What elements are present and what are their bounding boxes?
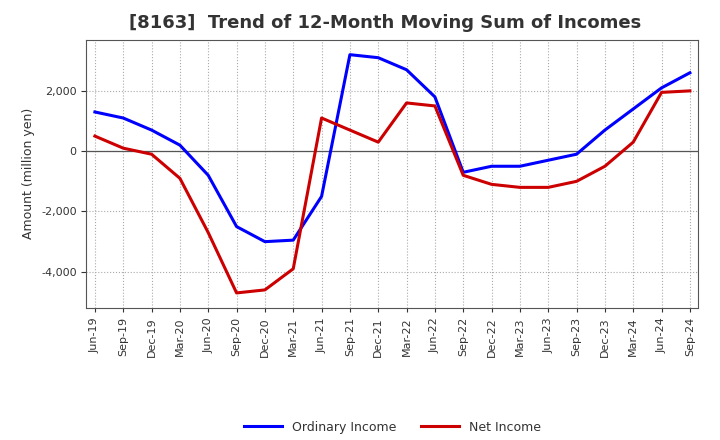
Ordinary Income xyxy=(261,239,269,244)
Legend: Ordinary Income, Net Income: Ordinary Income, Net Income xyxy=(239,416,546,439)
Ordinary Income xyxy=(289,238,297,243)
Ordinary Income xyxy=(600,128,609,133)
Ordinary Income xyxy=(374,55,382,60)
Ordinary Income xyxy=(402,67,411,73)
Net Income xyxy=(629,139,637,145)
Net Income xyxy=(600,164,609,169)
Net Income xyxy=(119,146,127,151)
Net Income xyxy=(91,133,99,139)
Ordinary Income xyxy=(119,115,127,121)
Ordinary Income xyxy=(544,158,552,163)
Ordinary Income xyxy=(204,172,212,178)
Line: Ordinary Income: Ordinary Income xyxy=(95,55,690,242)
Ordinary Income xyxy=(148,128,156,133)
Ordinary Income xyxy=(516,164,524,169)
Net Income xyxy=(204,230,212,235)
Net Income xyxy=(657,90,666,95)
Net Income xyxy=(685,88,694,94)
Net Income xyxy=(544,185,552,190)
Net Income xyxy=(148,151,156,157)
Ordinary Income xyxy=(629,106,637,112)
Net Income xyxy=(176,176,184,181)
Net Income xyxy=(318,115,326,121)
Ordinary Income xyxy=(572,151,581,157)
Y-axis label: Amount (million yen): Amount (million yen) xyxy=(22,108,35,239)
Ordinary Income xyxy=(487,164,496,169)
Net Income xyxy=(516,185,524,190)
Ordinary Income xyxy=(318,194,326,199)
Ordinary Income xyxy=(685,70,694,75)
Ordinary Income xyxy=(233,224,241,229)
Line: Net Income: Net Income xyxy=(95,91,690,293)
Net Income xyxy=(346,128,354,133)
Ordinary Income xyxy=(346,52,354,57)
Net Income xyxy=(459,172,467,178)
Net Income xyxy=(487,182,496,187)
Ordinary Income xyxy=(459,170,467,175)
Text: [8163]  Trend of 12-Month Moving Sum of Incomes: [8163] Trend of 12-Month Moving Sum of I… xyxy=(130,15,642,33)
Net Income xyxy=(289,266,297,271)
Net Income xyxy=(261,287,269,293)
Net Income xyxy=(374,139,382,145)
Net Income xyxy=(431,103,439,109)
Net Income xyxy=(402,100,411,106)
Ordinary Income xyxy=(176,143,184,148)
Ordinary Income xyxy=(91,109,99,114)
Ordinary Income xyxy=(431,94,439,99)
Ordinary Income xyxy=(657,85,666,91)
Net Income xyxy=(572,179,581,184)
Net Income xyxy=(233,290,241,296)
